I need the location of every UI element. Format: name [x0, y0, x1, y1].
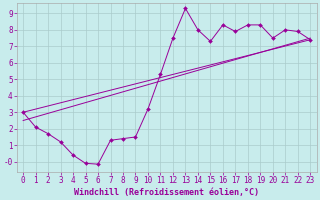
X-axis label: Windchill (Refroidissement éolien,°C): Windchill (Refroidissement éolien,°C) [74, 188, 259, 197]
